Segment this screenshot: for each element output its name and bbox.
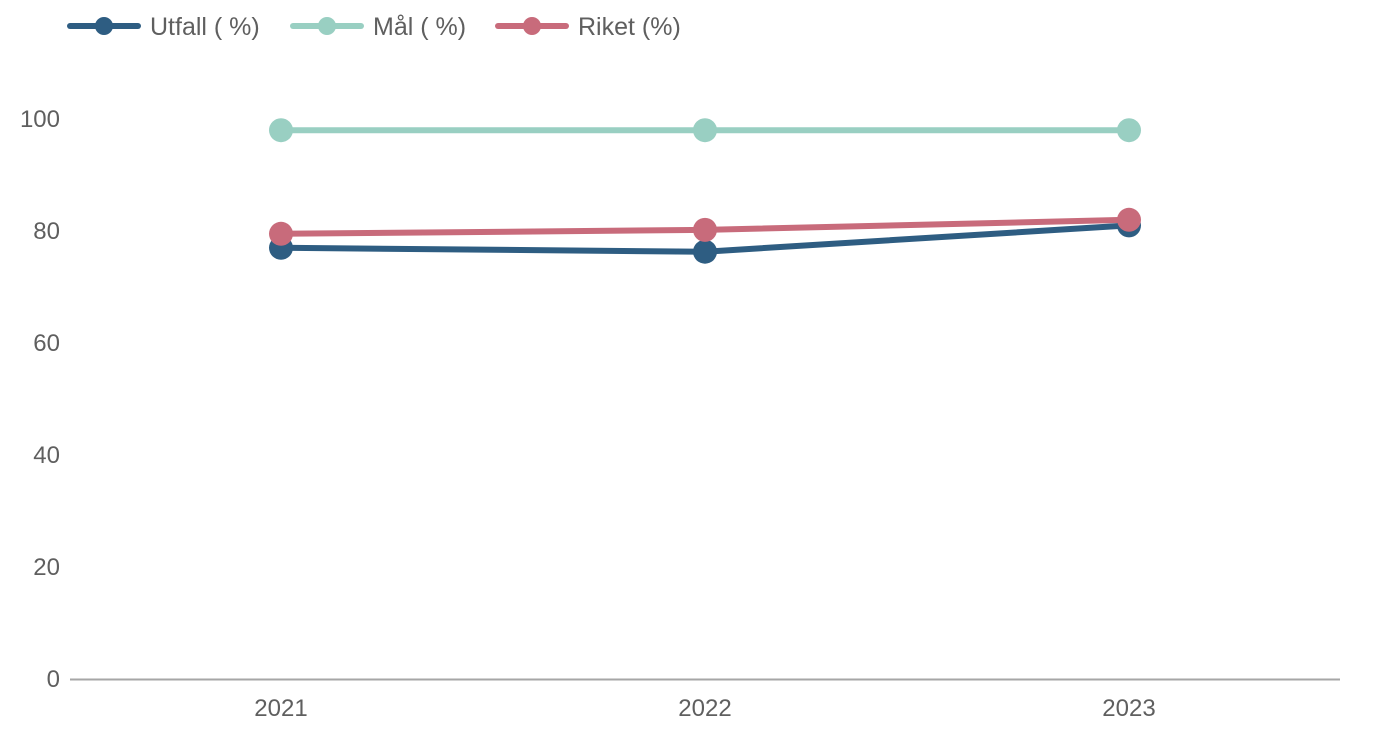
legend-item[interactable]: Riket (%) bbox=[498, 13, 681, 41]
data-point[interactable] bbox=[693, 240, 717, 264]
legend-label: Utfall ( %) bbox=[150, 13, 260, 41]
data-point[interactable] bbox=[269, 118, 293, 142]
data-point[interactable] bbox=[269, 222, 293, 246]
legend-swatch-marker bbox=[523, 17, 541, 35]
data-point[interactable] bbox=[693, 118, 717, 142]
x-tick-label: 2022 bbox=[678, 695, 731, 722]
data-point[interactable] bbox=[1117, 118, 1141, 142]
y-tick-label: 80 bbox=[33, 218, 60, 245]
series-1 bbox=[269, 118, 1141, 142]
series-layer bbox=[269, 118, 1141, 264]
y-axis: 0 20 40 60 80 100 bbox=[20, 106, 60, 693]
y-tick-label: 0 bbox=[47, 666, 60, 693]
data-point[interactable] bbox=[1117, 208, 1141, 232]
legend-item[interactable]: Utfall ( %) bbox=[70, 13, 260, 41]
x-axis: 2021 2022 2023 bbox=[70, 680, 1340, 723]
y-tick-label: 40 bbox=[33, 442, 60, 469]
legend-swatch-marker bbox=[318, 17, 336, 35]
x-tick-label: 2021 bbox=[254, 695, 307, 722]
y-tick-label: 20 bbox=[33, 554, 60, 581]
y-tick-label: 100 bbox=[20, 106, 60, 133]
legend-item[interactable]: Mål ( %) bbox=[293, 13, 466, 41]
legend-swatch-marker bbox=[95, 17, 113, 35]
y-tick-label: 60 bbox=[33, 330, 60, 357]
series-2 bbox=[269, 208, 1141, 246]
legend-label: Riket (%) bbox=[578, 13, 681, 41]
x-tick-label: 2023 bbox=[1102, 695, 1155, 722]
legend: Utfall ( %) Mål ( %) Riket (%) bbox=[70, 13, 681, 41]
data-point[interactable] bbox=[693, 218, 717, 242]
legend-label: Mål ( %) bbox=[373, 13, 466, 41]
